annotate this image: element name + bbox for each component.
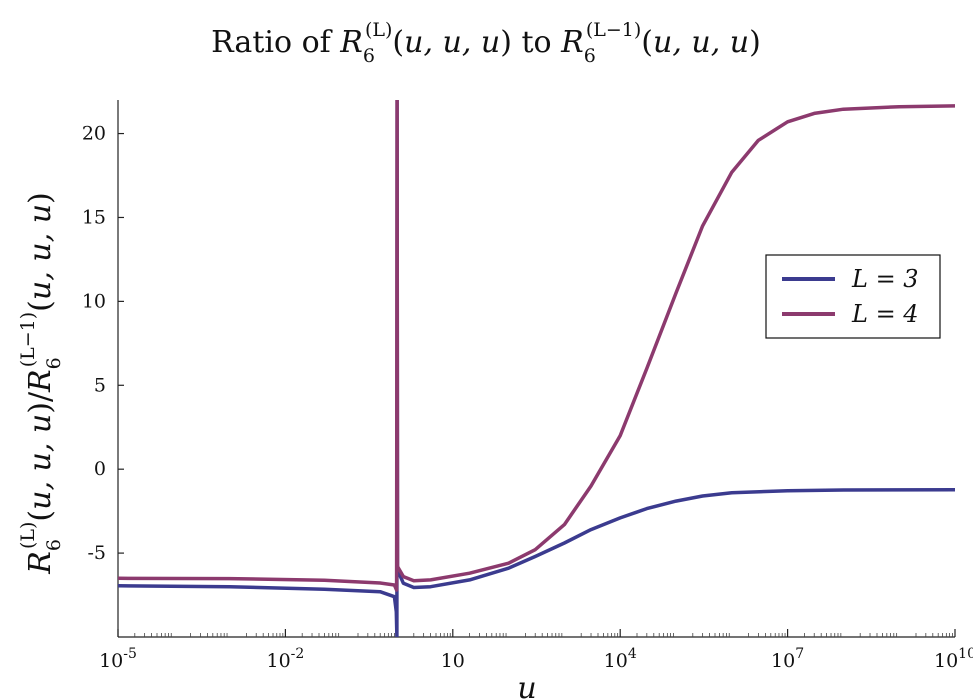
- y-tick-label: 10: [82, 290, 106, 312]
- chart-title: Ratio of R6(L)(u, u, u) to R6(L−1)(u, u,…: [211, 19, 761, 67]
- x-ticks: 10-5 10-2 10 104 107 1010: [99, 629, 973, 672]
- y-tick-label: 20: [82, 123, 106, 145]
- y-tick-label: 5: [94, 374, 106, 396]
- y-tick-label: 15: [82, 206, 106, 228]
- x-tick-label: 104: [604, 646, 637, 672]
- x-tick-label: 10: [441, 650, 465, 672]
- legend: L = 3 L = 4: [765, 254, 941, 339]
- x-tick-label: 10-5: [99, 646, 137, 672]
- x-axis-label: u: [517, 671, 536, 700]
- series-line-l4: [118, 100, 955, 592]
- legend-label-l4: L = 4: [851, 300, 919, 328]
- y-ticks: -5 0 5 10 15 20: [82, 123, 124, 564]
- series-lines: [118, 100, 955, 637]
- y-tick-label: -5: [87, 542, 106, 564]
- legend-box: [765, 254, 941, 339]
- y-tick-label: 0: [94, 458, 106, 480]
- series-line-l3: [118, 100, 955, 637]
- x-tick-label: 107: [771, 646, 804, 672]
- legend-label-l3: L = 3: [851, 265, 919, 293]
- y-axis-label: R6(L)(u, u, u)/R6(L−1)(u, u, u): [17, 192, 65, 574]
- x-minor-ticks: [134, 633, 953, 637]
- x-tick-label: 10-2: [266, 646, 304, 672]
- x-tick-label: 1010: [934, 646, 973, 672]
